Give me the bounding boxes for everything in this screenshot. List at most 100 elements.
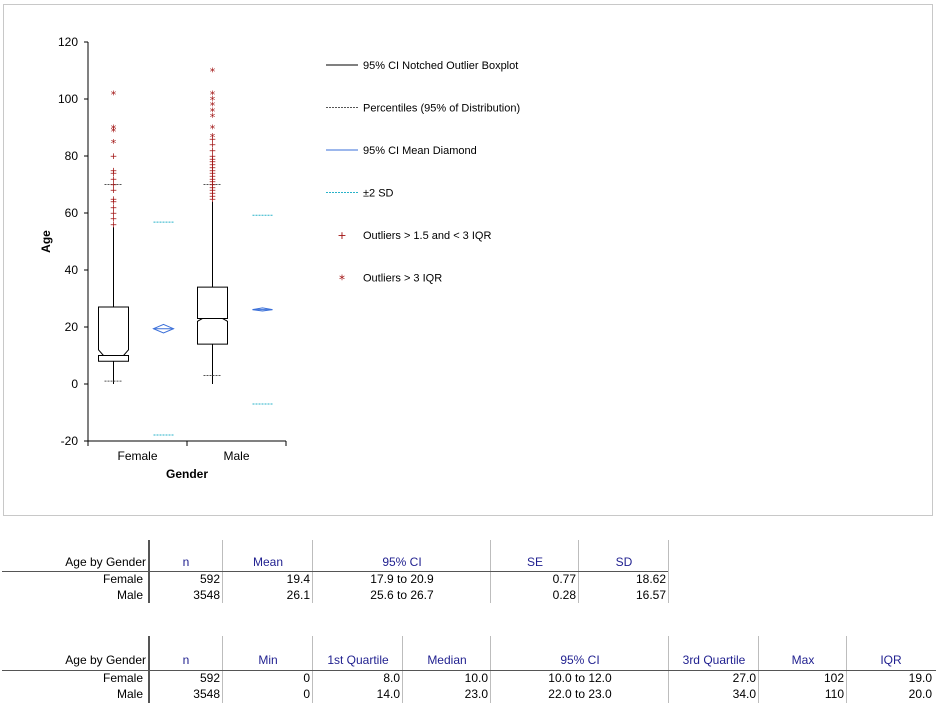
outlier-mild: + [209, 152, 217, 162]
y-axis-title: Age [39, 230, 53, 253]
iqr-cell: 19.0 [908, 671, 932, 685]
outlier-mild: + [209, 135, 217, 145]
table-header-cell: 95% CI [382, 555, 422, 569]
table-header-cell: Mean [252, 555, 284, 569]
table-header-cell: Median [427, 653, 467, 667]
table-header-cell: 1st Quartile [327, 653, 389, 667]
outlier-mild: + [110, 209, 118, 219]
y-tick-label: 80 [65, 149, 79, 163]
table-header-cell: 95% CI [560, 653, 600, 667]
outlier-extreme: * [111, 125, 117, 138]
legend-swatch: * [339, 273, 345, 287]
table-header-cell: Min [258, 653, 278, 667]
table-header-cell: Max [791, 653, 815, 667]
q3-cell: 27.0 [732, 671, 756, 685]
max-cell: 102 [823, 671, 844, 685]
y-tick-label: 0 [71, 377, 78, 391]
n-cell: 592 [199, 572, 220, 586]
outlier-extreme: * [111, 123, 117, 136]
summary-table: Age by Gender n Mean 95% CI SE SD Female… [0, 540, 938, 610]
table-header-cell: Age by Gender [65, 555, 146, 569]
n-cell: 3548 [193, 687, 220, 701]
table-header-row: Age by Gender n Min 1st Quartile Median … [0, 653, 938, 668]
sd-cell: 16.57 [635, 588, 666, 602]
table-header-cell: Age by Gender [65, 653, 146, 667]
x-tick-label: Female [117, 449, 157, 463]
outlier-mild: + [209, 189, 217, 199]
outlier-mild: + [209, 163, 217, 173]
outlier-extreme: * [210, 88, 216, 101]
legend-swatch: + [337, 229, 346, 242]
min-cell: 0 [303, 671, 310, 685]
x-tick-label: Male [223, 449, 249, 463]
outlier-mild: + [209, 175, 217, 185]
outlier-mild: + [110, 169, 118, 179]
ci-cell: 17.9 to 20.9 [370, 572, 434, 586]
mean-cell: 26.1 [286, 588, 310, 602]
outlier-mild: + [110, 186, 118, 196]
q1-cell: 14.0 [376, 687, 400, 701]
outlier-extreme: * [210, 131, 216, 144]
se-cell: 0.77 [552, 572, 576, 586]
row-label: Male [116, 687, 143, 701]
notched-box [197, 286, 228, 345]
table-header-cell: 3rd Quartile [682, 653, 746, 667]
max-cell: 110 [824, 687, 844, 701]
outlier-extreme: * [210, 100, 216, 113]
q1-cell: 8.0 [383, 671, 400, 685]
table-row: Female 592 0 8.0 10.0 10.0 to 12.0 27.0 … [0, 671, 938, 686]
min-cell: 0 [303, 687, 310, 701]
quartile-table: Age by Gender n Min 1st Quartile Median … [0, 636, 938, 708]
legend-label: Outliers > 3 IQR [363, 273, 442, 285]
outlier-mild: + [209, 161, 217, 171]
legend-label: ±2 SD [363, 188, 394, 200]
y-tick-label: 60 [65, 206, 79, 220]
outlier-extreme: * [210, 66, 216, 79]
outlier-mild: + [209, 181, 217, 191]
outlier-mild: + [110, 152, 118, 162]
n-cell: 592 [199, 671, 220, 685]
table-header-cell: n [182, 555, 190, 569]
median-cell: 23.0 [464, 687, 488, 701]
outlier-mild: + [110, 198, 118, 208]
legend-label: Percentiles (95% of Distribution) [363, 103, 520, 115]
table-header-cell: IQR [880, 653, 902, 667]
median-cell: 10.0 [464, 671, 488, 685]
y-tick-label: -20 [61, 434, 79, 448]
row-label: Female [102, 572, 143, 586]
table-row: Male 3548 26.1 25.6 to 26.7 0.28 16.57 [0, 588, 938, 603]
row-label: Female [102, 671, 143, 685]
ci-cell: 25.6 to 26.7 [370, 588, 434, 602]
legend-label: Outliers > 1.5 and < 3 IQR [363, 230, 491, 242]
outlier-mild: + [209, 186, 217, 196]
outlier-mild: + [110, 195, 118, 205]
chart-panel: -20 0 20 40 60 80 100 120 Female Male Gender Age + +… [3, 4, 933, 516]
outlier-mild: + [209, 178, 217, 188]
se-cell: 0.28 [552, 588, 576, 602]
outlier-mild: + [209, 192, 217, 202]
row-label: Male [116, 588, 143, 602]
outlier-mild: + [209, 155, 217, 165]
outlier-mild: + [110, 181, 118, 191]
outlier-mild: + [209, 183, 217, 193]
table-header-cell: n [182, 653, 190, 667]
outlier-mild: + [209, 195, 217, 205]
n-cell: 3548 [193, 588, 220, 602]
outlier-mild: + [110, 215, 118, 225]
outlier-mild: + [209, 146, 217, 156]
y-tick-label: 120 [58, 35, 78, 49]
outlier-extreme: * [111, 137, 117, 150]
outlier-mild: + [110, 203, 118, 213]
outlier-mild: + [209, 172, 217, 182]
outlier-mild: + [110, 166, 118, 176]
outlier-extreme: * [210, 123, 216, 136]
table-row: Male 3548 0 14.0 23.0 22.0 to 23.0 34.0 … [0, 687, 938, 702]
notched-box [98, 306, 129, 362]
legend-label: 95% CI Notched Outlier Boxplot [363, 60, 518, 72]
q3-cell: 34.0 [732, 687, 756, 701]
x-axis-title: Gender [166, 467, 208, 481]
table-row: Female 592 19.4 17.9 to 20.9 0.77 18.62 [0, 572, 938, 587]
outlier-mild: + [209, 158, 217, 168]
outlier-mild: + [209, 166, 217, 176]
